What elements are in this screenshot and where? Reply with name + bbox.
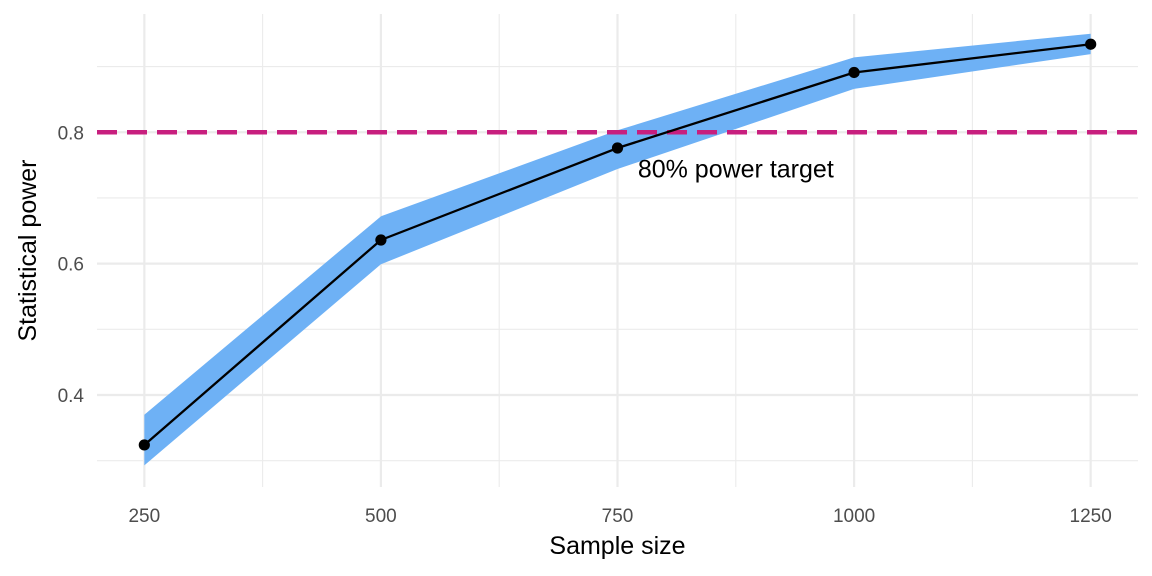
data-point	[1085, 38, 1097, 50]
power-points-layer	[138, 38, 1097, 451]
x-tick-label: 1250	[1070, 506, 1112, 527]
x-tick-label: 750	[602, 506, 634, 527]
data-point	[138, 439, 150, 451]
reference-annotation: 80% power target	[638, 155, 834, 183]
data-point	[611, 142, 624, 154]
x-axis-title: Sample size	[549, 532, 685, 560]
tick-labels-layer: 250 500 750 1000 1250 0.4 0.6 0.8	[58, 123, 1112, 527]
x-tick-label: 250	[128, 506, 160, 527]
y-tick-label: 0.6	[58, 255, 84, 276]
y-tick-label: 0.4	[58, 386, 85, 407]
data-point	[375, 234, 387, 246]
grid-layer	[97, 14, 1138, 487]
y-tick-label: 0.8	[58, 123, 84, 144]
data-point	[848, 66, 860, 79]
x-tick-label: 500	[365, 506, 397, 527]
y-axis-title: Statistical power	[14, 159, 42, 341]
x-tick-label: 1000	[833, 506, 875, 527]
